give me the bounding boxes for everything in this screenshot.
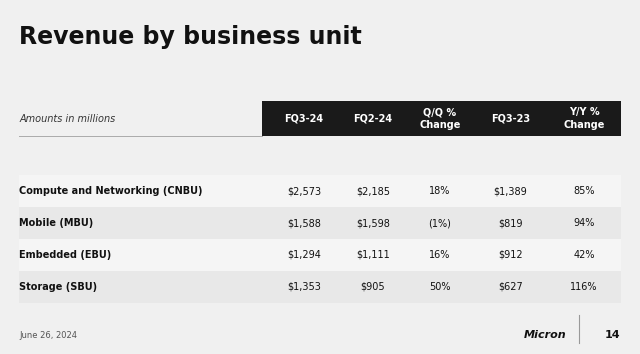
Text: 14: 14 [605, 330, 621, 340]
Text: 16%: 16% [429, 250, 451, 260]
Text: FQ2-24: FQ2-24 [353, 114, 392, 124]
Text: $1,389: $1,389 [493, 186, 527, 196]
Text: $2,573: $2,573 [287, 186, 321, 196]
Text: $1,353: $1,353 [287, 282, 321, 292]
Text: $1,588: $1,588 [287, 218, 321, 228]
Text: $912: $912 [498, 250, 523, 260]
Text: Amounts in millions: Amounts in millions [19, 114, 115, 124]
Text: 94%: 94% [573, 218, 595, 228]
Text: $1,294: $1,294 [287, 250, 321, 260]
Bar [19, 271, 621, 303]
Text: $1,598: $1,598 [356, 218, 390, 228]
Text: 85%: 85% [573, 186, 595, 196]
Text: 116%: 116% [570, 282, 598, 292]
Text: 50%: 50% [429, 282, 451, 292]
Text: $2,185: $2,185 [356, 186, 390, 196]
Text: FQ3-23: FQ3-23 [491, 114, 530, 124]
Text: Compute and Networking (CNBU): Compute and Networking (CNBU) [19, 186, 203, 196]
Text: Y/Y %
Change: Y/Y % Change [563, 107, 605, 130]
Text: 18%: 18% [429, 186, 451, 196]
Text: (1%): (1%) [429, 218, 451, 228]
Text: $627: $627 [498, 282, 523, 292]
Text: Micron: Micron [524, 330, 566, 340]
Text: Q/Q %
Change: Q/Q % Change [419, 107, 461, 130]
Bar [19, 207, 621, 239]
Bar [19, 239, 621, 271]
Text: $1,111: $1,111 [356, 250, 390, 260]
Text: FQ3-24: FQ3-24 [284, 114, 324, 124]
Text: Mobile (MBU): Mobile (MBU) [19, 218, 93, 228]
Text: Storage (SBU): Storage (SBU) [19, 282, 97, 292]
Bar [19, 101, 262, 136]
Text: 42%: 42% [573, 250, 595, 260]
Bar [19, 175, 621, 207]
Text: Revenue by business unit: Revenue by business unit [19, 25, 362, 49]
Bar [262, 101, 621, 136]
Text: $905: $905 [360, 282, 385, 292]
Text: Embedded (EBU): Embedded (EBU) [19, 250, 111, 260]
Text: $819: $819 [498, 218, 523, 228]
Text: June 26, 2024: June 26, 2024 [19, 331, 77, 340]
